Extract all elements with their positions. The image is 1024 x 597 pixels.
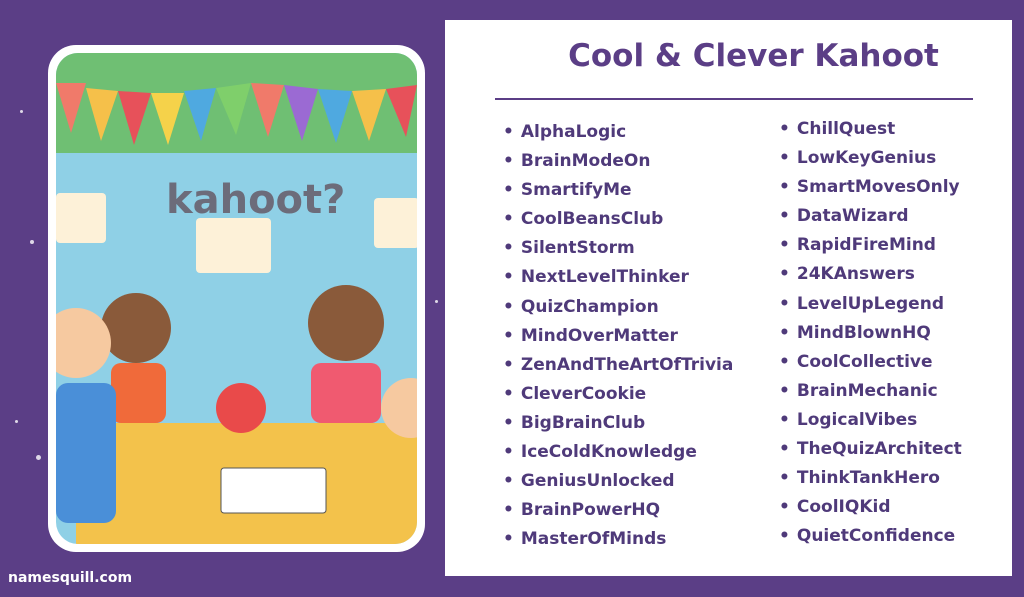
sparkle <box>20 110 23 113</box>
name-list-item: CoolIQKid <box>779 493 962 522</box>
name-list-item: ZenAndTheArtOfTrivia <box>503 351 733 380</box>
name-list-item: SmartMovesOnly <box>779 173 962 202</box>
name-list-item: MindOverMatter <box>503 322 733 351</box>
sparkle <box>15 420 18 423</box>
kids-quiz-illustration: kahoot? <box>56 53 417 544</box>
name-list-item: NextLevelThinker <box>503 263 733 292</box>
sparkle <box>36 455 41 460</box>
name-list-item: SilentStorm <box>503 234 733 263</box>
name-list-item: LogicalVibes <box>779 406 962 435</box>
name-list-item: ThinkTankHero <box>779 464 962 493</box>
name-list-item: TheQuizArchitect <box>779 435 962 464</box>
names-list-left: AlphaLogicBrainModeOnSmartifyMeCoolBeans… <box>503 118 733 554</box>
names-list-right: ChillQuestLowKeyGeniusSmartMovesOnlyData… <box>779 115 962 551</box>
name-list-item: BrainModeOn <box>503 147 733 176</box>
name-list-item: QuietConfidence <box>779 522 962 551</box>
sparkle <box>30 240 34 244</box>
name-list-item: DataWizard <box>779 202 962 231</box>
name-list-item: BigBrainClub <box>503 409 733 438</box>
name-list-item: LowKeyGenius <box>779 144 962 173</box>
name-list-item: 24KAnswers <box>779 260 962 289</box>
title-divider <box>495 98 973 100</box>
illustration-svg: kahoot? <box>56 53 417 544</box>
kahoot-sign: kahoot? <box>166 177 345 223</box>
name-list-item: CleverCookie <box>503 380 733 409</box>
name-list-item: MindBlownHQ <box>779 319 962 348</box>
name-list-item: SmartifyMe <box>503 176 733 205</box>
name-list-item: CoolBeansClub <box>503 205 733 234</box>
name-list-item: BrainPowerHQ <box>503 496 733 525</box>
name-list-item: AlphaLogic <box>503 118 733 147</box>
name-list-item: QuizChampion <box>503 293 733 322</box>
page-title: Cool & Clever Kahoot <box>568 38 939 74</box>
name-list-item: RapidFireMind <box>779 231 962 260</box>
name-list-item: GeniusUnlocked <box>503 467 733 496</box>
name-list-item: ChillQuest <box>779 115 962 144</box>
name-list-item: BrainMechanic <box>779 377 962 406</box>
name-list-item: LevelUpLegend <box>779 290 962 319</box>
name-list-item: IceColdKnowledge <box>503 438 733 467</box>
name-list-item: CoolCollective <box>779 348 962 377</box>
name-list-item: MasterOfMinds <box>503 525 733 554</box>
names-panel: Cool & Clever Kahoot AlphaLogicBrainMode… <box>445 20 1012 576</box>
brand-watermark: namesquill.com <box>8 570 133 586</box>
illustration-card: kahoot? <box>48 45 425 552</box>
sparkle <box>435 300 438 303</box>
bunting <box>56 83 417 145</box>
